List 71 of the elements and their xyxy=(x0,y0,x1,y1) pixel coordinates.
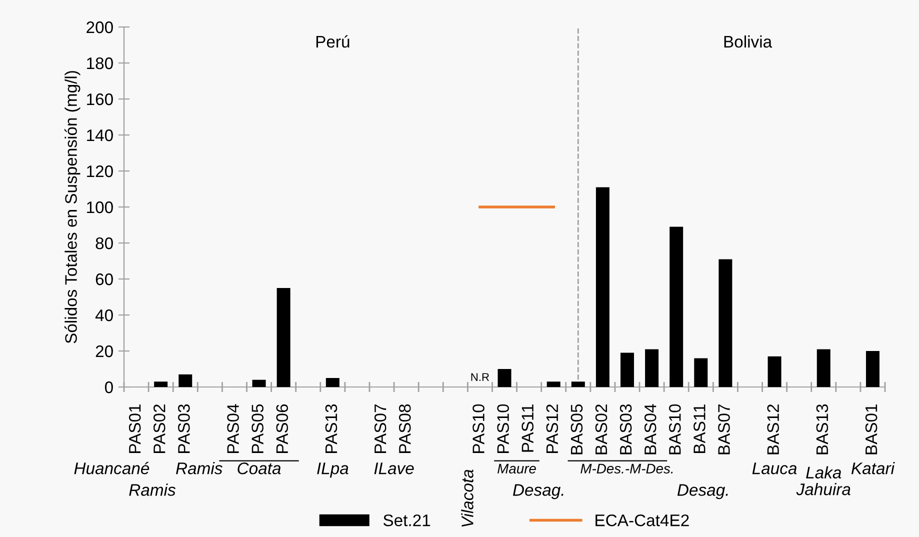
text: Desag. xyxy=(677,484,728,500)
x-tick-label: BAS01 xyxy=(865,404,878,454)
text: Ramis xyxy=(176,462,222,474)
legend-label: Set.21 xyxy=(383,514,430,526)
x-tick-label: PAS01 xyxy=(128,404,141,453)
y-tick-label: 40 xyxy=(95,309,113,322)
x-tick-label: BAS07 xyxy=(718,404,730,454)
y-tick-label: 60 xyxy=(96,273,113,286)
x-tick-label: PAS02 xyxy=(153,404,166,453)
text: ILave xyxy=(374,462,414,474)
x-tick-label: BAS04 xyxy=(644,404,656,454)
y-tick-label: 100 xyxy=(87,201,113,214)
x-tick-label: BAS13 xyxy=(816,404,828,454)
bar xyxy=(866,351,880,387)
x-tick-label: PAS10 xyxy=(497,404,509,453)
x-tick-label: BAS02 xyxy=(595,404,608,454)
y-tick-label: 20 xyxy=(96,345,113,358)
x-tick-label: BAS12 xyxy=(767,404,780,454)
text: Laka Jahuira xyxy=(796,466,850,496)
x-tick-label: PAS12 xyxy=(546,404,558,453)
legend-label: ECA-Cat4E2 xyxy=(596,514,689,526)
bar xyxy=(252,380,266,387)
text: Huancané xyxy=(74,462,150,474)
annotation: Bolivia xyxy=(724,35,772,48)
x-tick-label: PAS11 xyxy=(522,404,534,452)
x-tick-label: PAS07 xyxy=(374,404,386,453)
bar xyxy=(178,374,192,387)
y-tick-label: 180 xyxy=(87,57,113,70)
x-tick-label: BAS10 xyxy=(669,404,681,454)
text: M-Des.-M-Des. xyxy=(580,464,673,474)
x-tick-label: BAS05 xyxy=(570,404,583,454)
annotation: Perú xyxy=(316,35,350,48)
x-tick-label: PAS05 xyxy=(252,404,264,453)
bar xyxy=(596,187,610,387)
bar xyxy=(571,382,585,387)
x-tick-label: PAS10 xyxy=(472,404,484,453)
bar xyxy=(326,378,340,387)
y-tick-label: 140 xyxy=(87,129,113,142)
y-tick-label: 200 xyxy=(86,21,113,34)
text: Lauca xyxy=(752,462,797,474)
text: ILpa xyxy=(317,462,348,478)
x-tick-label: PAS08 xyxy=(398,404,411,453)
text: Katari xyxy=(851,462,895,474)
annotation: N.R xyxy=(471,373,490,381)
bar xyxy=(718,259,732,387)
text: Coata xyxy=(238,462,281,474)
y-tick-label: 80 xyxy=(96,237,113,250)
bar xyxy=(816,349,830,387)
bar xyxy=(546,382,560,387)
text: Ramis xyxy=(129,484,176,496)
y-tick-label: 120 xyxy=(87,165,113,178)
text: Desag. xyxy=(512,484,564,500)
text: Maure xyxy=(498,464,536,474)
y-axis-title: Sólidos Totales en Suspensión (mg/l) xyxy=(64,71,80,344)
x-tick-label: PAS13 xyxy=(325,404,338,453)
bar xyxy=(768,356,782,387)
x-tick-label: PAS06 xyxy=(276,404,288,453)
y-tick-label: 160 xyxy=(87,93,113,106)
bar xyxy=(694,358,708,387)
y-tick-label: 0 xyxy=(104,381,113,394)
x-tick-label: PAS04 xyxy=(227,404,239,453)
bar xyxy=(620,352,634,387)
bar xyxy=(670,226,684,387)
bar xyxy=(276,288,290,387)
bar xyxy=(498,369,512,387)
x-tick-label: PAS03 xyxy=(178,404,190,453)
x-tick-label: BAS11 xyxy=(694,404,706,453)
bar xyxy=(645,349,659,387)
bar xyxy=(154,382,168,387)
x-tick-label: BAS03 xyxy=(620,404,632,454)
text: Vilacota xyxy=(461,470,474,527)
